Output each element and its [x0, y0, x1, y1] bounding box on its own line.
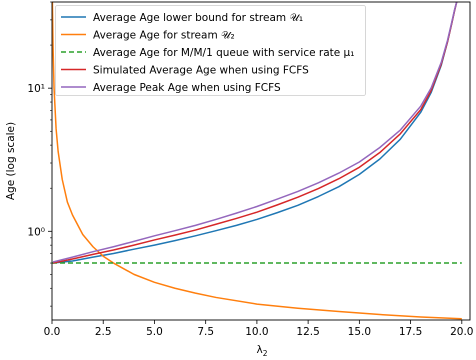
x-tick-label: 10.0 — [245, 326, 268, 338]
legend-label-3: Simulated Average Age when using FCFS — [93, 65, 309, 77]
plot-frame — [51, 1, 471, 321]
x-tick-label: 7.5 — [197, 326, 214, 338]
series-line-1 — [52, 2, 462, 320]
legend-box — [55, 5, 366, 96]
legend-label-0: Average Age lower bound for stream 𝒰₁ — [93, 12, 303, 24]
ticks-layer: 0.0 2.5 5.0 7.5 10.0 12.5 15.0 17.5 20.0 10⁰ 10¹ — [27, 1, 473, 338]
legend-label-1: Average Age for stream 𝒰₂ — [93, 30, 235, 42]
series-layer — [52, 2, 462, 320]
x-tick-label: 0.0 — [44, 326, 61, 338]
legend: Average Age lower bound for stream 𝒰₁ Ave… — [55, 5, 366, 96]
legend-label-2: Average Age for M/M/1 queue with service… — [93, 47, 354, 59]
legend-label-4: Average Peak Age when using FCFS — [93, 82, 281, 94]
y-tick-label: 10¹ — [27, 83, 45, 95]
x-axis-label: λ2 — [257, 344, 268, 358]
x-tick-label: 15.0 — [348, 326, 371, 338]
x-tick-label: 2.5 — [95, 326, 112, 338]
y-axis-label: Age (log scale) — [5, 122, 17, 200]
x-tick-label: 5.0 — [146, 326, 163, 338]
x-tick-label: 17.5 — [399, 326, 422, 338]
series-line-4 — [52, 2, 458, 263]
x-tick-label: 20.0 — [450, 326, 473, 338]
x-tick-label: 12.5 — [296, 326, 319, 338]
y-tick-label: 10⁰ — [27, 226, 45, 238]
